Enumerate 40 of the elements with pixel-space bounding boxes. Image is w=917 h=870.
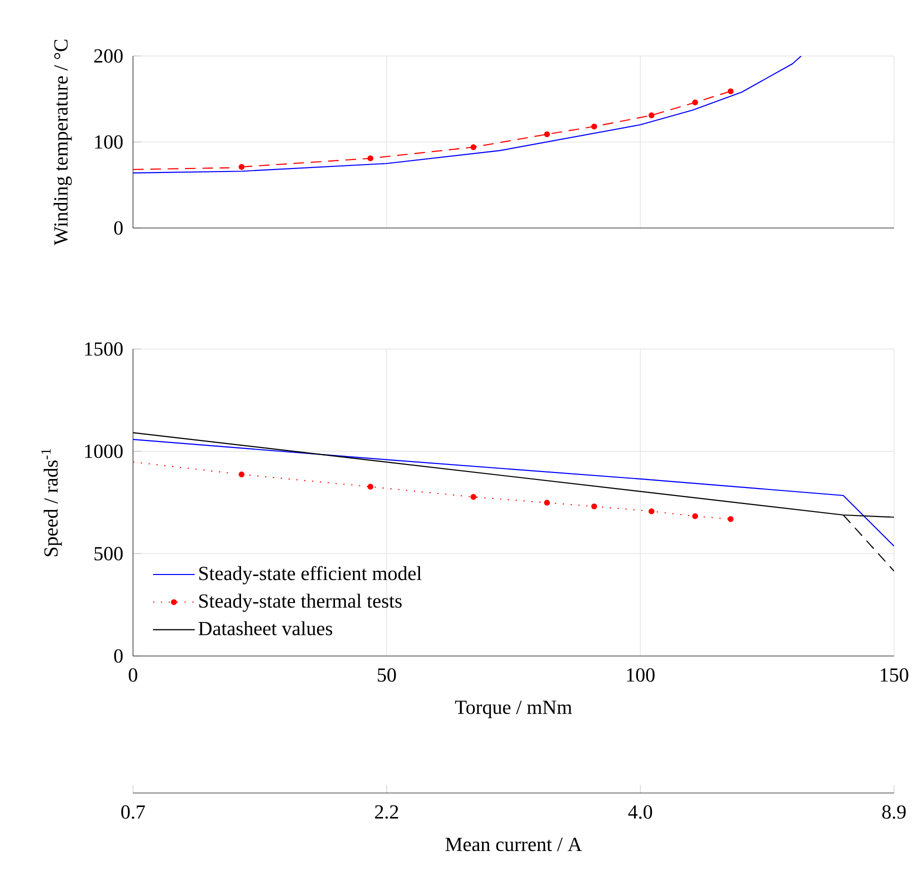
x-axis-title: Torque / mNm xyxy=(455,700,572,718)
point xyxy=(591,503,598,510)
point xyxy=(470,494,476,500)
point xyxy=(470,144,476,150)
point xyxy=(648,112,654,118)
category-label: 8.9 xyxy=(882,805,906,819)
legend-label: Steady-state thermal tests xyxy=(199,594,402,612)
y-axis-title: Speed / rads$^{-1}$ xyxy=(41,448,62,556)
line-series xyxy=(133,56,802,174)
point xyxy=(368,484,374,490)
x-tick-label: 100 xyxy=(627,668,655,682)
y-tick-label: 0 xyxy=(114,649,123,663)
point xyxy=(544,131,550,138)
category-label: 4.0 xyxy=(628,805,652,819)
point xyxy=(728,516,734,522)
y-tick-label: 1500 xyxy=(85,342,123,356)
point xyxy=(544,500,550,506)
point xyxy=(238,164,245,170)
y-tick-label: 100 xyxy=(95,135,123,149)
x-tick-label: 50 xyxy=(378,668,396,682)
y-axis-title: Winding temperature / °C xyxy=(54,40,72,246)
y-tick-label: 500 xyxy=(94,546,123,560)
point xyxy=(728,88,734,94)
legend-label: Datasheet values xyxy=(198,621,332,636)
category-label: 0.7 xyxy=(121,805,145,819)
text: Mean current / A xyxy=(446,838,582,852)
y-tick-label: 1000 xyxy=(85,444,123,458)
category-label: 2.2 xyxy=(375,805,398,819)
point xyxy=(368,155,374,162)
x-tick-label: 150 xyxy=(880,668,908,682)
y-tick-label: 200 xyxy=(94,49,123,63)
point xyxy=(648,508,654,514)
point xyxy=(692,99,698,106)
point xyxy=(591,124,598,130)
point xyxy=(238,472,245,478)
line-series xyxy=(133,438,894,547)
point xyxy=(692,513,698,520)
y-tick-label: 0 xyxy=(114,221,123,235)
x-tick-label: 0 xyxy=(128,668,138,682)
legend-label: Steady-state efficient model xyxy=(199,566,422,584)
